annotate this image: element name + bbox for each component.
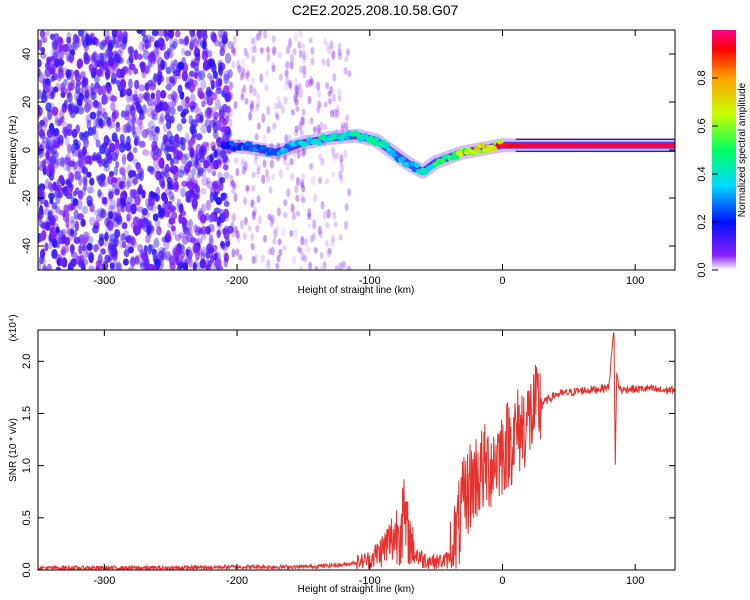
x-tick-label: -300 (93, 275, 115, 287)
snr-axes: -300 -200 -100 0 100 0.0 0.5 1.0 1.5 2.0 (21, 330, 675, 587)
colorbar-ticks: 0.0 0.2 0.4 0.6 0.8 (696, 70, 718, 278)
y-tick-label: 0.5 (21, 510, 33, 525)
y-tick-label: 2.0 (21, 354, 33, 369)
snr-exponent-label: (x10⁴) (8, 314, 19, 341)
x-tick-label: -300 (93, 575, 115, 587)
y-tick-label: -40 (21, 238, 33, 254)
colorbar-tick-label: 0.2 (696, 214, 708, 229)
x-tick-label: 100 (626, 275, 644, 287)
chart-title: C2E2.2025.208.10.58.G07 (291, 2, 459, 18)
y-tick-label: 40 (21, 48, 33, 60)
spectrogram-ylabel: Frequency (Hz) (8, 116, 19, 185)
snr-series-line (38, 331, 675, 570)
y-tick-label: -20 (21, 190, 33, 206)
snr-xlabel: Height of straight line (km) (298, 584, 415, 595)
colorbar-label: Normalized spectral amplitude (737, 82, 748, 217)
x-tick-label: 0 (499, 275, 505, 287)
spectrogram-area (38, 30, 675, 270)
colorbar-tick-label: 0.8 (696, 70, 708, 85)
colorbar-tick-label: 0.6 (696, 118, 708, 133)
snr-frame (37, 329, 676, 571)
y-tick-label: 0.0 (21, 562, 33, 577)
x-tick-label: -200 (226, 575, 248, 587)
x-tick-label: 100 (626, 575, 644, 587)
x-tick-label: 0 (499, 575, 505, 587)
spectrogram-xlabel: Height of straight line (km) (298, 285, 415, 296)
y-tick-label: 1.0 (21, 458, 33, 473)
y-tick-label: 1.5 (21, 406, 33, 421)
x-tick-label: -200 (226, 275, 248, 287)
y-tick-label: 0 (21, 147, 33, 153)
snr-plot-area (38, 331, 675, 570)
colorbar-tick-label: 0.0 (696, 262, 708, 277)
colorbar (712, 30, 736, 270)
x-tick-label: -100 (359, 575, 381, 587)
noise-speckles (38, 30, 352, 270)
y-tick-label: 20 (21, 96, 33, 108)
colorbar-tick-label: 0.4 (696, 166, 708, 181)
ridge-blobs (220, 130, 675, 176)
snr-ylabel: SNR (10 * v/v) (8, 418, 19, 482)
x-tick-label: -100 (359, 275, 381, 287)
